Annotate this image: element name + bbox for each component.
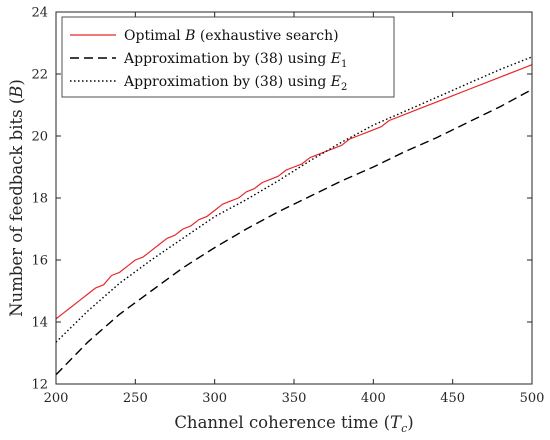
series-line-approx-e2 [55, 56, 533, 343]
x-axis-label: Channel coherence time (Tc) [174, 413, 413, 435]
series-line-optimal [55, 64, 533, 320]
y-tick-label: 14 [31, 316, 48, 331]
series-layer [55, 56, 533, 376]
y-axis-label: Number of feedback bits (B) [7, 79, 26, 317]
y-tick-label: 18 [31, 192, 48, 207]
legend-entry-optimal: Optimal B (exhaustive search) [70, 28, 339, 44]
series-line-approx-e1 [55, 88, 533, 376]
legend-label-approx-e2-sub: 2 [341, 82, 347, 93]
x-tick-label: 300 [202, 391, 227, 406]
legend-label-approx-e2: Approximation by (38) using E2 [123, 74, 347, 93]
legend-label-optimal: Optimal B (exhaustive search) [124, 28, 339, 44]
x-tick-label: 500 [520, 391, 545, 406]
x-tick-label: 200 [44, 391, 69, 406]
legend-label-approx-e1-sub: 1 [341, 59, 347, 70]
legend-label-optimal-pre: Optimal [124, 28, 185, 44]
legend-label-approx-e2-symbol: E [330, 74, 341, 90]
y-axis-label-text: Number of feedback bits ( [7, 98, 26, 317]
legend-entry-approx-e2: Approximation by (38) using E2 [70, 74, 347, 93]
x-tick-label: 250 [123, 391, 148, 406]
legend-label-approx-e1-pre: Approximation by (38) using [123, 51, 331, 67]
y-tick-label: 20 [31, 130, 48, 145]
legend: Optimal B (exhaustive search) Approximat… [61, 16, 395, 98]
y-axis-label-symbol: B [7, 86, 26, 99]
legend-label-approx-e1: Approximation by (38) using E1 [123, 51, 347, 70]
legend-label-optimal-post: (exhaustive search) [195, 28, 338, 44]
legend-label-approx-e2-pre: Approximation by (38) using [123, 74, 331, 90]
y-tick-label: 24 [31, 6, 48, 21]
x-axis-label-text: Channel coherence time ( [174, 413, 390, 432]
x-tick-label: 450 [440, 391, 465, 406]
x-axis-label-sub: c [401, 422, 407, 435]
legend-box [61, 16, 395, 98]
y-tick-label: 22 [31, 68, 48, 83]
legend-label-approx-e1-symbol: E [330, 51, 341, 67]
legend-entry-approx-e1: Approximation by (38) using E1 [70, 51, 347, 70]
y-tick-label: 16 [31, 254, 48, 269]
x-axis-label-symbol: T [390, 413, 403, 432]
x-axis-label-close: ) [407, 413, 413, 432]
legend-label-optimal-symbol: B [184, 28, 195, 44]
x-tick-label: 350 [282, 391, 307, 406]
y-axis-label-close: ) [7, 79, 26, 85]
y-tick-label: 12 [31, 378, 48, 393]
x-tick-label: 400 [361, 391, 386, 406]
